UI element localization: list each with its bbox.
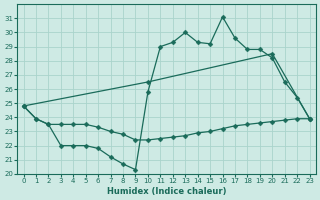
X-axis label: Humidex (Indice chaleur): Humidex (Indice chaleur) [107,187,226,196]
